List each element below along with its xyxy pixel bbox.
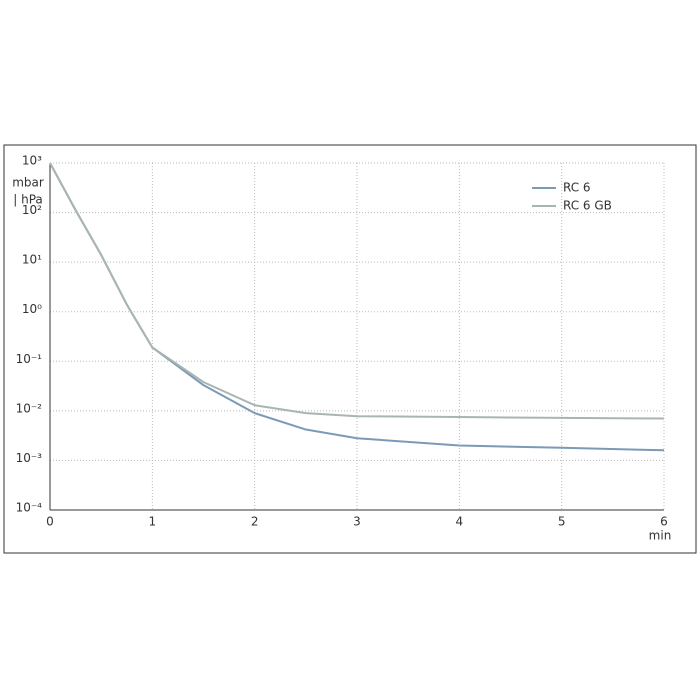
line-series [49,162,665,420]
x-tick-label: 3 [353,515,361,529]
y-tick-label: 10⁻³ [16,451,43,465]
y-axis-label: | hPa [13,193,43,207]
x-tick-label: 2 [251,515,259,529]
y-tick-label: 10⁻¹ [16,352,43,366]
y-axis-label: mbar [12,176,44,190]
y-tick-label: 10³ [22,154,42,168]
legend-label: RC 6 [563,181,591,195]
legend-label: RC 6 GB [563,199,612,213]
y-tick-label: 10⁻² [16,401,43,415]
x-tick-label: 1 [149,515,157,529]
y-tick-label: 10⁰ [22,302,42,316]
x-tick-label: 0 [46,515,54,529]
x-tick-label: 4 [456,515,464,529]
x-tick-label: 5 [558,515,566,529]
y-tick-label: 10² [22,203,42,217]
frame [3,144,697,554]
y-tick-label: 10¹ [22,253,42,267]
x-tick-label: 6 [660,515,668,529]
y-tick-label: 10⁻⁴ [16,501,43,515]
x-axis-label: min [649,529,672,543]
